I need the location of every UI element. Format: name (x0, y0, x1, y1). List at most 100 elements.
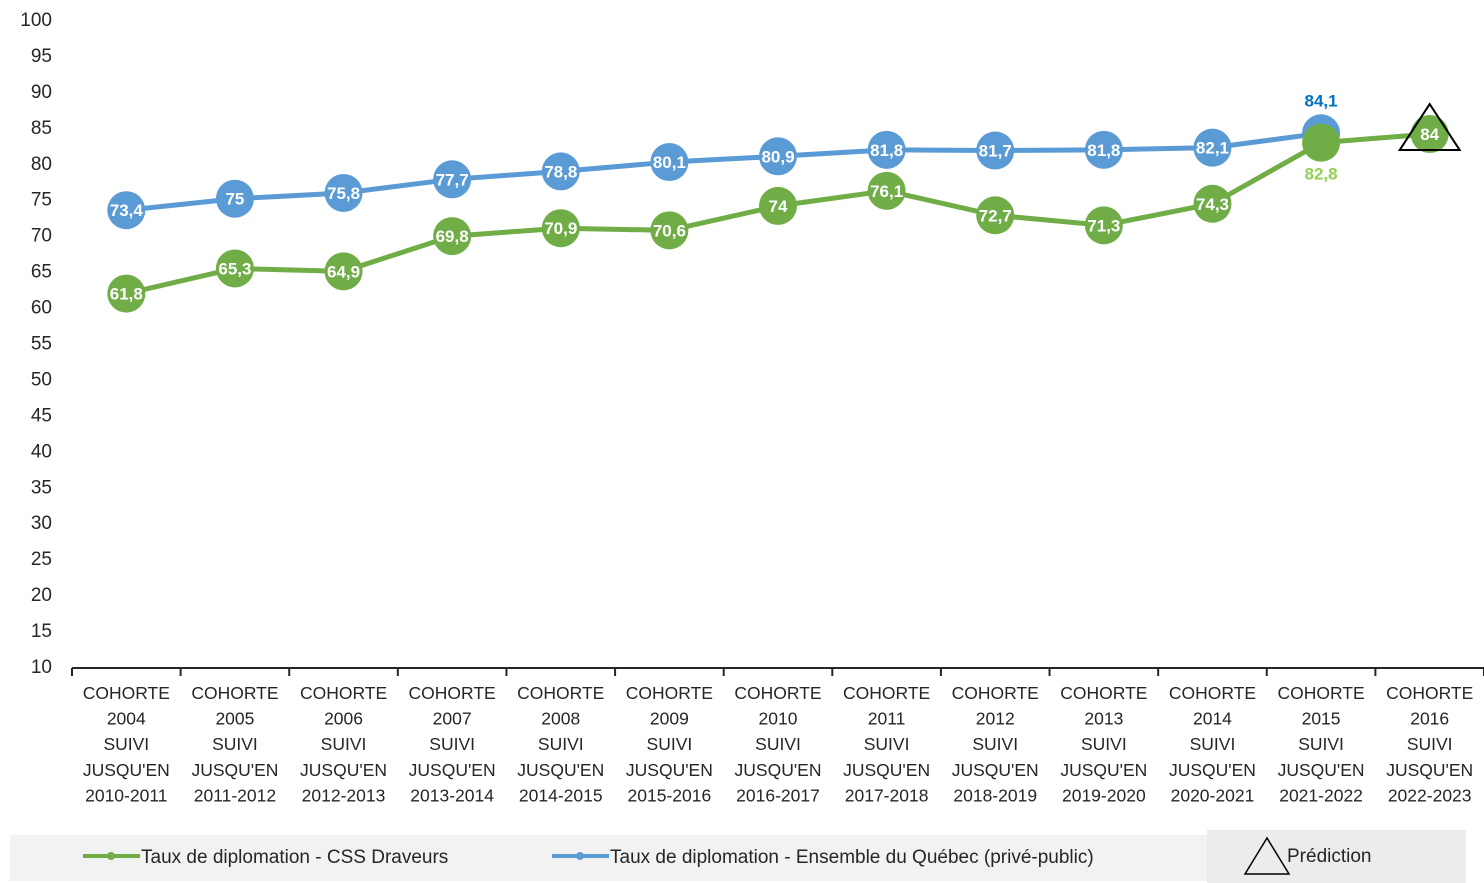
y-tick-label: 35 (31, 477, 52, 498)
y-tick-label: 30 (31, 513, 52, 534)
data-point (1302, 123, 1341, 162)
x-tick-line: JUSQU'EN (1386, 760, 1473, 780)
x-tick-line: SUIVI (1298, 734, 1344, 754)
x-tick-line: SUIVI (647, 734, 693, 754)
data-label: 81,8 (870, 141, 903, 160)
data-label: 80,1 (653, 153, 686, 172)
x-tick-line: 2004 (107, 709, 146, 729)
x-tick-line: JUSQU'EN (83, 760, 170, 780)
y-tick-label: 65 (31, 262, 52, 283)
x-tick-line: JUSQU'EN (300, 760, 387, 780)
data-point (215, 249, 254, 288)
x-tick-line: JUSQU'EN (843, 760, 930, 780)
x-tick-line: 2010-2011 (85, 785, 167, 805)
legend-label: Taux de diplomation - CSS Draveurs (141, 847, 448, 868)
y-tick-label: 10 (31, 657, 52, 678)
data-label: 65,3 (218, 259, 251, 278)
data-point (107, 191, 146, 230)
series-markers (107, 102, 1462, 313)
x-tick-line: 2005 (215, 709, 254, 729)
y-tick-label: 80 (31, 154, 52, 175)
x-tick-label: COHORTE 2015 SUIVI JUSQU'EN 2021-2022 (1277, 683, 1364, 805)
x-tick-line: 2017-2018 (845, 785, 929, 805)
x-tick-label: COHORTE 2004 SUIVI JUSQU'EN 2010-2011 (83, 683, 170, 805)
x-tick-line: SUIVI (864, 734, 910, 754)
x-tick-line: 2016 (1410, 709, 1449, 729)
y-tick-label: 95 (31, 46, 52, 67)
x-tick-line: COHORTE (1169, 683, 1256, 703)
legend: Taux de diplomation - CSS Draveurs Taux d… (10, 830, 1466, 883)
data-label: 70,6 (653, 221, 686, 240)
data-label: 80,9 (761, 147, 794, 166)
x-tick-line: COHORTE (300, 683, 387, 703)
data-point (433, 217, 472, 256)
x-tick-line: SUIVI (972, 734, 1018, 754)
data-point (867, 171, 906, 210)
x-tick-line: 2012 (976, 709, 1015, 729)
x-tick-line: 2015 (1302, 709, 1341, 729)
data-label: 82,8 (1305, 165, 1338, 184)
data-point (1084, 130, 1123, 169)
x-tick-line: 2019-2020 (1062, 785, 1146, 805)
legend-label: Taux de diplomation - Ensemble du Québec… (610, 847, 1094, 868)
data-point (650, 211, 689, 250)
y-tick-label: 60 (31, 298, 52, 319)
legend-triangle-icon (1243, 836, 1291, 875)
x-tick-line: COHORTE (1386, 683, 1473, 703)
x-tick-line: SUIVI (212, 734, 258, 754)
x-tick-label: COHORTE 2008 SUIVI JUSQU'EN 2014-2015 (517, 683, 604, 805)
x-tick-line: 2021-2022 (1279, 785, 1363, 805)
data-label: 81,7 (979, 142, 1012, 161)
x-tick-label: COHORTE 2016 SUIVI JUSQU'EN 2022-2023 (1386, 683, 1473, 805)
y-tick-label: 40 (31, 441, 52, 462)
x-tick-label: COHORTE 2005 SUIVI JUSQU'EN 2011-2012 (191, 683, 278, 805)
data-label: 71,3 (1087, 216, 1120, 235)
y-tick-label: 45 (31, 405, 52, 426)
data-point (976, 196, 1015, 235)
x-tick-line: JUSQU'EN (626, 760, 713, 780)
data-label: 74,3 (1196, 195, 1229, 214)
data-label: 76,1 (870, 182, 903, 201)
x-tick-line: 2015-2016 (628, 785, 712, 805)
x-tick-label: COHORTE 2014 SUIVI JUSQU'EN 2020-2021 (1169, 683, 1256, 805)
x-tick-line: JUSQU'EN (1060, 760, 1147, 780)
data-label: 78,8 (544, 162, 577, 181)
x-tick-line: COHORTE (409, 683, 496, 703)
data-point (433, 160, 472, 199)
x-tick-line: 2014-2015 (519, 785, 603, 805)
x-tick-line: 2012-2013 (302, 785, 386, 805)
y-tick-label: 50 (31, 369, 52, 390)
series-line-1 (126, 130, 1322, 213)
x-tick-line: COHORTE (83, 683, 170, 703)
x-tick-line: 2013 (1084, 709, 1123, 729)
data-label: 77,7 (436, 170, 469, 189)
data-label: 69,8 (436, 227, 469, 246)
x-tick-line: 2006 (324, 709, 363, 729)
x-tick-label: COHORTE 2006 SUIVI JUSQU'EN 2012-2013 (300, 683, 387, 805)
x-tick-line: SUIVI (1407, 734, 1453, 754)
x-tick-line: JUSQU'EN (191, 760, 278, 780)
x-tick-line: 2022-2023 (1388, 785, 1472, 805)
x-tick-line: COHORTE (843, 683, 930, 703)
data-point (541, 152, 580, 191)
x-tick-line: 2009 (650, 709, 689, 729)
data-point (541, 209, 580, 248)
x-tick-line: 2011 (868, 709, 906, 729)
x-tick-line: JUSQU'EN (409, 760, 496, 780)
x-tick-line: SUIVI (1190, 734, 1236, 754)
y-tick-label: 70 (31, 226, 52, 247)
legend-swatch-marker (107, 852, 115, 860)
x-tick-line: COHORTE (626, 683, 713, 703)
x-tick-line: COHORTE (734, 683, 821, 703)
y-tick-label: 20 (31, 585, 52, 606)
legend-label: Prédiction (1287, 846, 1372, 867)
x-tick-line: JUSQU'EN (517, 760, 604, 780)
data-label: 70,9 (544, 219, 577, 238)
data-point (759, 186, 797, 225)
legend-swatch-marker (576, 852, 584, 860)
y-tick-label: 100 (20, 10, 52, 31)
prediction-triangle (1397, 102, 1462, 152)
data-point (1193, 128, 1232, 167)
data-label: 81,8 (1087, 141, 1120, 160)
data-point (324, 173, 363, 212)
